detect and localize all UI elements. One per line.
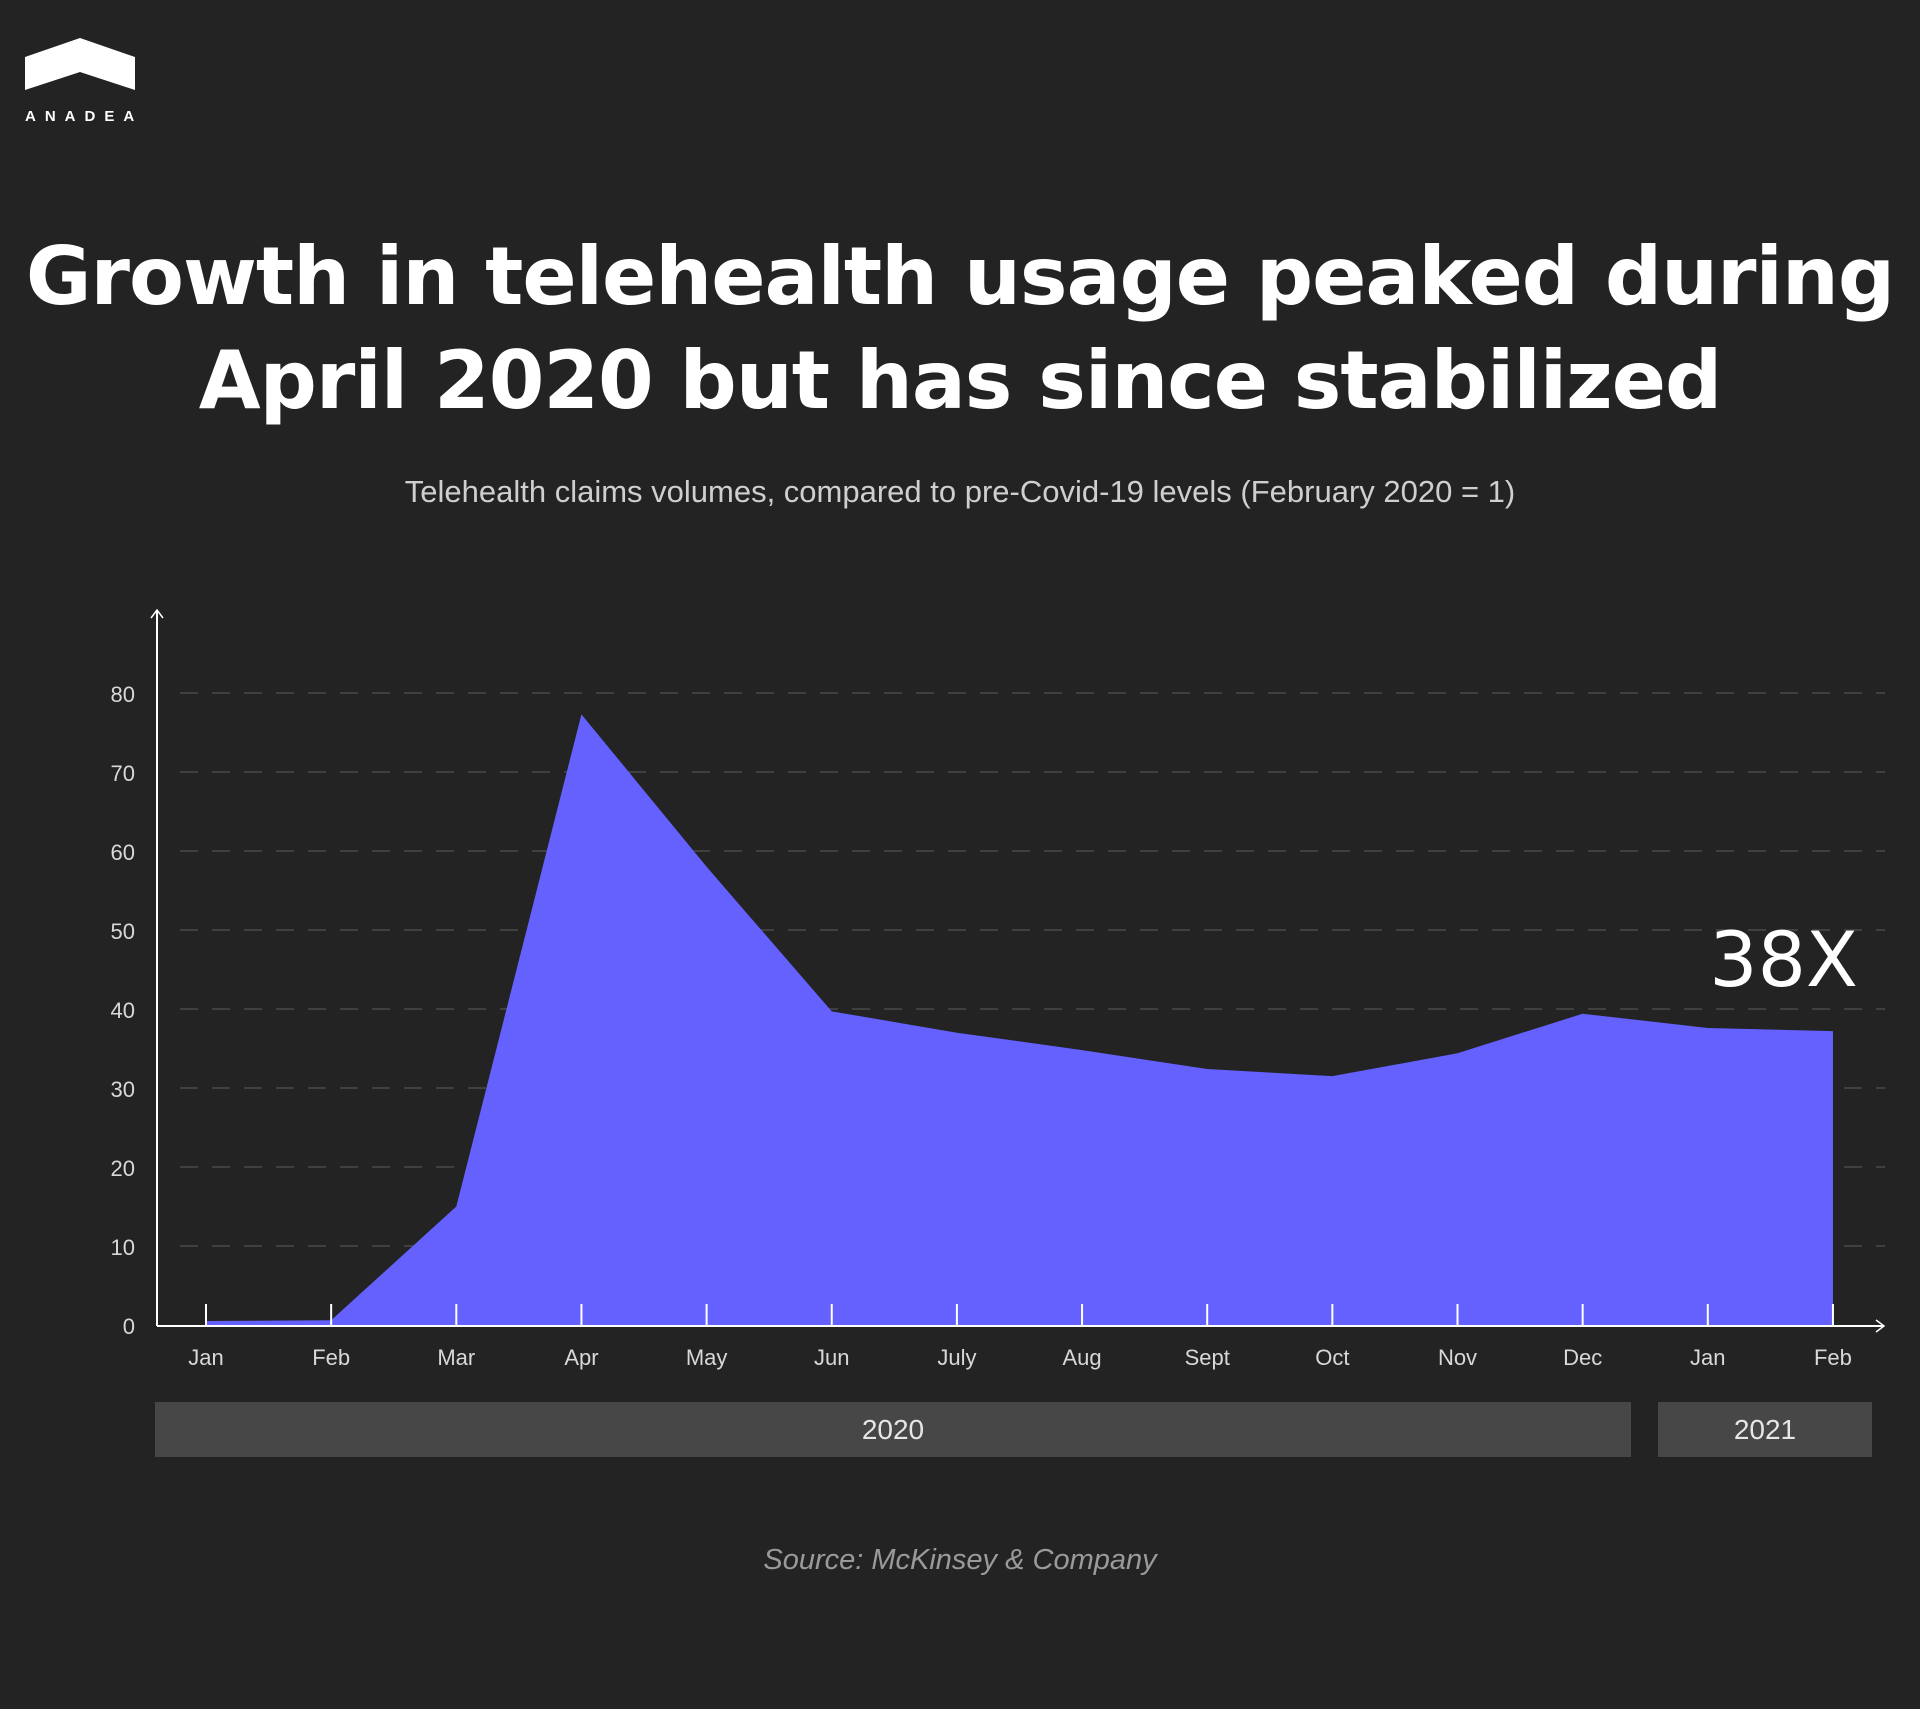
y-tick-label: 50 [111,919,135,944]
x-tick-label: Sept [1185,1345,1230,1370]
x-tick-label: Feb [1814,1345,1852,1370]
x-tick-label: Aug [1062,1345,1101,1370]
y-tick-label: 30 [111,1077,135,1102]
y-tick-label: 60 [111,840,135,865]
y-tick-label: 0 [123,1314,135,1339]
x-tick-label: Jan [1690,1345,1725,1370]
x-tick-label: May [686,1345,728,1370]
logo-text: ANADEA [25,108,144,125]
x-tick-label: Dec [1563,1345,1602,1370]
y-tick-label: 80 [111,682,135,707]
x-tick-label: Feb [312,1345,350,1370]
x-tick-label: July [937,1345,976,1370]
y-tick-label: 70 [111,761,135,786]
chart-subtitle: Telehealth claims volumes, compared to p… [404,474,1516,509]
x-tick-label: Mar [437,1345,475,1370]
year-bar-2020: 2020 [155,1402,1631,1457]
x-tick-label: Jan [188,1345,223,1370]
logo-mark [25,38,135,90]
anadea-logo [25,38,135,90]
year-bar-2021: 2021 [1658,1402,1872,1457]
x-axis-arrow-icon [1875,1319,1886,1333]
y-tick-label: 10 [111,1235,135,1260]
source-note: Source: McKinsey & Company [763,1544,1157,1576]
y-axis-arrow-icon [150,608,164,619]
x-tick-label: Oct [1315,1345,1349,1370]
chart-title: Growth in telehealth usage peaked during… [25,230,1895,427]
area-series [206,714,1833,1325]
x-tick-label: Jun [814,1345,849,1370]
annotation-38x: 38X [1709,915,1858,1004]
x-tick-label: Apr [564,1345,598,1370]
y-tick-label: 20 [111,1156,135,1181]
y-tick-label: 40 [111,998,135,1023]
x-tick-label: Nov [1438,1345,1477,1370]
